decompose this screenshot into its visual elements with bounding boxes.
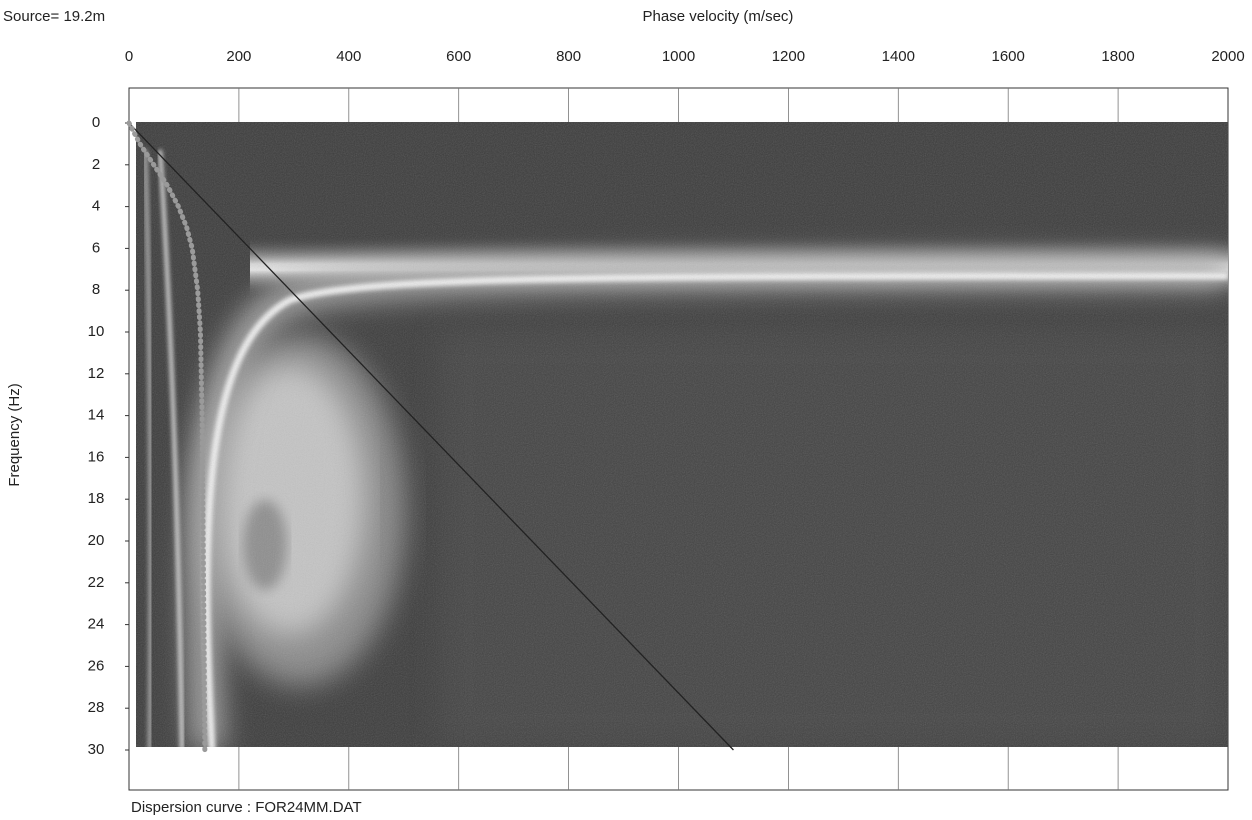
x-tick-label: 2000 bbox=[1211, 48, 1244, 65]
y-tick-label: 14 bbox=[88, 407, 105, 424]
y-tick-label: 22 bbox=[88, 574, 105, 591]
y-tick-label: 6 bbox=[92, 239, 100, 256]
y-tick-label: 10 bbox=[88, 323, 105, 340]
y-tick-label: 24 bbox=[88, 616, 105, 633]
reference-line bbox=[128, 122, 734, 751]
x-axis-title: Phase velocity (m/sec) bbox=[643, 8, 794, 25]
x-tick-label: 200 bbox=[226, 48, 251, 65]
y-tick-label: 26 bbox=[88, 657, 105, 674]
y-tick-label: 12 bbox=[88, 365, 105, 382]
y-tick-label: 20 bbox=[88, 532, 105, 549]
y-tick-label: 16 bbox=[88, 448, 105, 465]
dispersion-image bbox=[136, 122, 1228, 747]
x-tick-label: 400 bbox=[336, 48, 361, 65]
dispersion-curve bbox=[126, 120, 208, 753]
y-tick-label: 18 bbox=[88, 490, 105, 507]
source-label: Source= 19.2m bbox=[3, 8, 105, 25]
y-tick-label: 2 bbox=[92, 156, 100, 173]
x-tick-label: 1800 bbox=[1101, 48, 1134, 65]
x-tick-label: 1400 bbox=[882, 48, 915, 65]
x-tick-label: 600 bbox=[446, 48, 471, 65]
x-tick-label: 0 bbox=[125, 48, 133, 65]
footer: Dispersion curve : FOR24MM.DAT bbox=[131, 799, 362, 816]
x-tick-label: 800 bbox=[556, 48, 581, 65]
x-tick-label: 1600 bbox=[992, 48, 1025, 65]
y-tick-label: 8 bbox=[92, 281, 100, 298]
y-tick-label: 0 bbox=[92, 114, 100, 131]
x-tick-label: 1000 bbox=[662, 48, 695, 65]
image-grain bbox=[136, 122, 1228, 747]
y-tick-label: 28 bbox=[88, 699, 105, 716]
y-tick-label: 30 bbox=[88, 741, 105, 758]
y-axis-title: Frequency (Hz) bbox=[6, 383, 23, 486]
y-tick-label: 4 bbox=[92, 198, 100, 215]
x-tick-label: 1200 bbox=[772, 48, 805, 65]
